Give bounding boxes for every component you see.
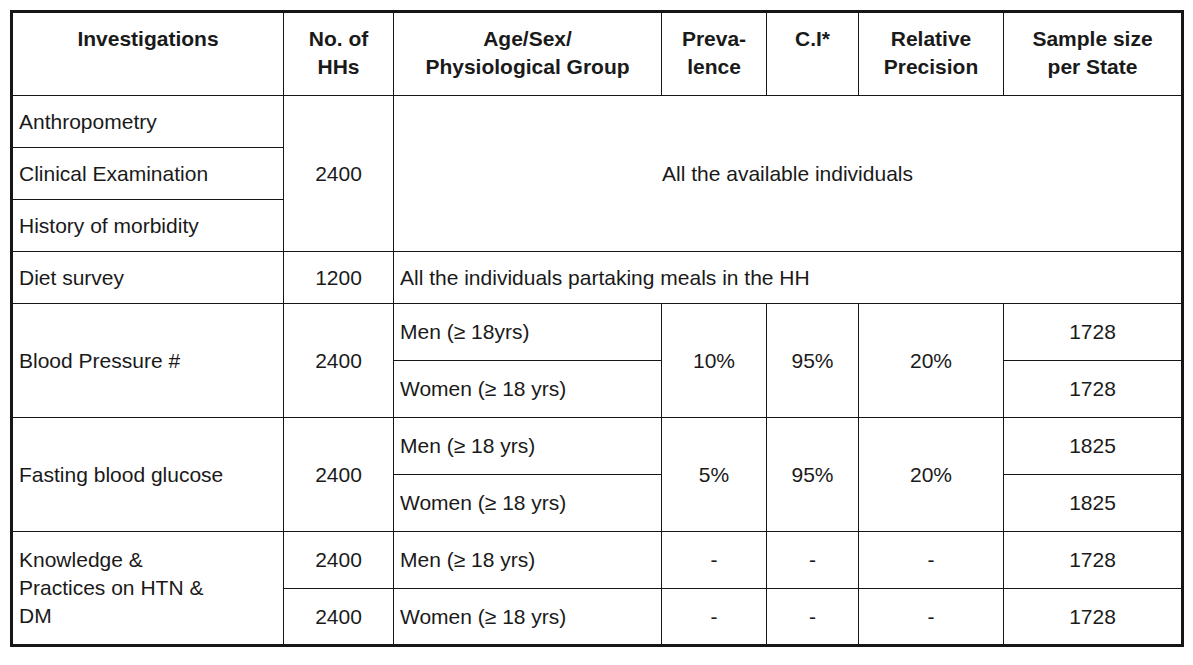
cell-knowledge-men-relative-precision: - <box>859 532 1004 589</box>
row-anthropometry: Anthropometry 2400 All the available ind… <box>12 96 1183 148</box>
page: Investigations No. of HHs Age/Sex/ Physi… <box>0 0 1193 647</box>
col-header-ci: C.I* <box>767 12 859 96</box>
col-header-age-sex-group: Age/Sex/ Physiological Group <box>394 12 662 96</box>
cell-knowledge-men-sample: 1728 <box>1004 532 1183 589</box>
cell-fbg-men-sample: 1825 <box>1004 418 1183 475</box>
cell-knowledge-women-hhs: 2400 <box>284 589 394 646</box>
row-knowledge-men: Knowledge & Practices on HTN & DM 2400 M… <box>12 532 1183 589</box>
col-header-no-of-hhs: No. of HHs <box>284 12 394 96</box>
col-header-prevalence: Preva- lence <box>662 12 767 96</box>
cell-first-block-group: All the available individuals <box>394 96 1183 252</box>
cell-knowledge-men-ci: - <box>767 532 859 589</box>
cell-knowledge-women-group: Women (≥ 18 yrs) <box>394 589 662 646</box>
cell-blood-pressure: Blood Pressure # <box>12 304 284 418</box>
cell-fbg-women-sample: 1825 <box>1004 475 1183 532</box>
cell-fasting-glucose-hhs: 2400 <box>284 418 394 532</box>
cell-anthropometry: Anthropometry <box>12 96 284 148</box>
cell-knowledge-men-prevalence: - <box>662 532 767 589</box>
col-header-sample-size: Sample size per State <box>1004 12 1183 96</box>
cell-knowledge-women-relative-precision: - <box>859 589 1004 646</box>
cell-bp-men-sample: 1728 <box>1004 304 1183 361</box>
col-header-investigations: Investigations <box>12 12 284 96</box>
cell-history-of-morbidity: History of morbidity <box>12 200 284 252</box>
cell-diet-survey: Diet survey <box>12 252 284 304</box>
row-blood-pressure-men: Blood Pressure # 2400 Men (≥ 18yrs) 10% … <box>12 304 1183 361</box>
cell-knowledge-women-ci: - <box>767 589 859 646</box>
header-row: Investigations No. of HHs Age/Sex/ Physi… <box>12 12 1183 96</box>
row-diet-survey: Diet survey 1200 All the individuals par… <box>12 252 1183 304</box>
cell-bp-ci: 95% <box>767 304 859 418</box>
cell-fbg-ci: 95% <box>767 418 859 532</box>
cell-first-block-hhs: 2400 <box>284 96 394 252</box>
row-fasting-glucose-men: Fasting blood glucose 2400 Men (≥ 18 yrs… <box>12 418 1183 475</box>
cell-fbg-prevalence: 5% <box>662 418 767 532</box>
cell-fbg-women-group: Women (≥ 18 yrs) <box>394 475 662 532</box>
cell-knowledge-women-sample: 1728 <box>1004 589 1183 646</box>
col-header-relative-precision: Relative Precision <box>859 12 1004 96</box>
cell-bp-men-group: Men (≥ 18yrs) <box>394 304 662 361</box>
cell-knowledge-practices: Knowledge & Practices on HTN & DM <box>12 532 284 646</box>
cell-knowledge-men-hhs: 2400 <box>284 532 394 589</box>
cell-bp-prevalence: 10% <box>662 304 767 418</box>
cell-bp-women-sample: 1728 <box>1004 361 1183 418</box>
cell-diet-survey-hhs: 1200 <box>284 252 394 304</box>
cell-fbg-men-group: Men (≥ 18 yrs) <box>394 418 662 475</box>
cell-fasting-glucose: Fasting blood glucose <box>12 418 284 532</box>
cell-bp-relative-precision: 20% <box>859 304 1004 418</box>
cell-diet-survey-group: All the individuals partaking meals in t… <box>394 252 1183 304</box>
cell-bp-women-group: Women (≥ 18 yrs) <box>394 361 662 418</box>
cell-blood-pressure-hhs: 2400 <box>284 304 394 418</box>
cell-clinical-examination: Clinical Examination <box>12 148 284 200</box>
cell-knowledge-men-group: Men (≥ 18 yrs) <box>394 532 662 589</box>
sampling-design-table: Investigations No. of HHs Age/Sex/ Physi… <box>10 10 1184 647</box>
cell-knowledge-women-prevalence: - <box>662 589 767 646</box>
cell-fbg-relative-precision: 20% <box>859 418 1004 532</box>
